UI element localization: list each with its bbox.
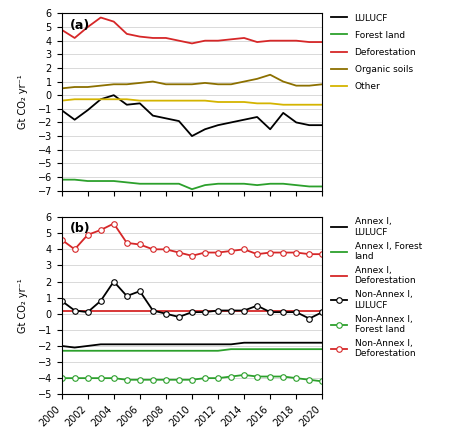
Y-axis label: Gt CO₂ yr⁻¹: Gt CO₂ yr⁻¹ — [18, 278, 27, 333]
Text: (b): (b) — [69, 223, 90, 236]
Y-axis label: Gt CO₂ yr⁻¹: Gt CO₂ yr⁻¹ — [18, 75, 27, 129]
Legend: Annex I,
LULUCF, Annex I, Forest
land, Annex I,
Deforestation, Non-Annex I,
LULU: Annex I, LULUCF, Annex I, Forest land, A… — [328, 214, 426, 362]
Legend: LULUCF, Forest land, Deforestation, Organic soils, Other: LULUCF, Forest land, Deforestation, Orga… — [328, 10, 420, 95]
Text: (a): (a) — [69, 19, 90, 32]
